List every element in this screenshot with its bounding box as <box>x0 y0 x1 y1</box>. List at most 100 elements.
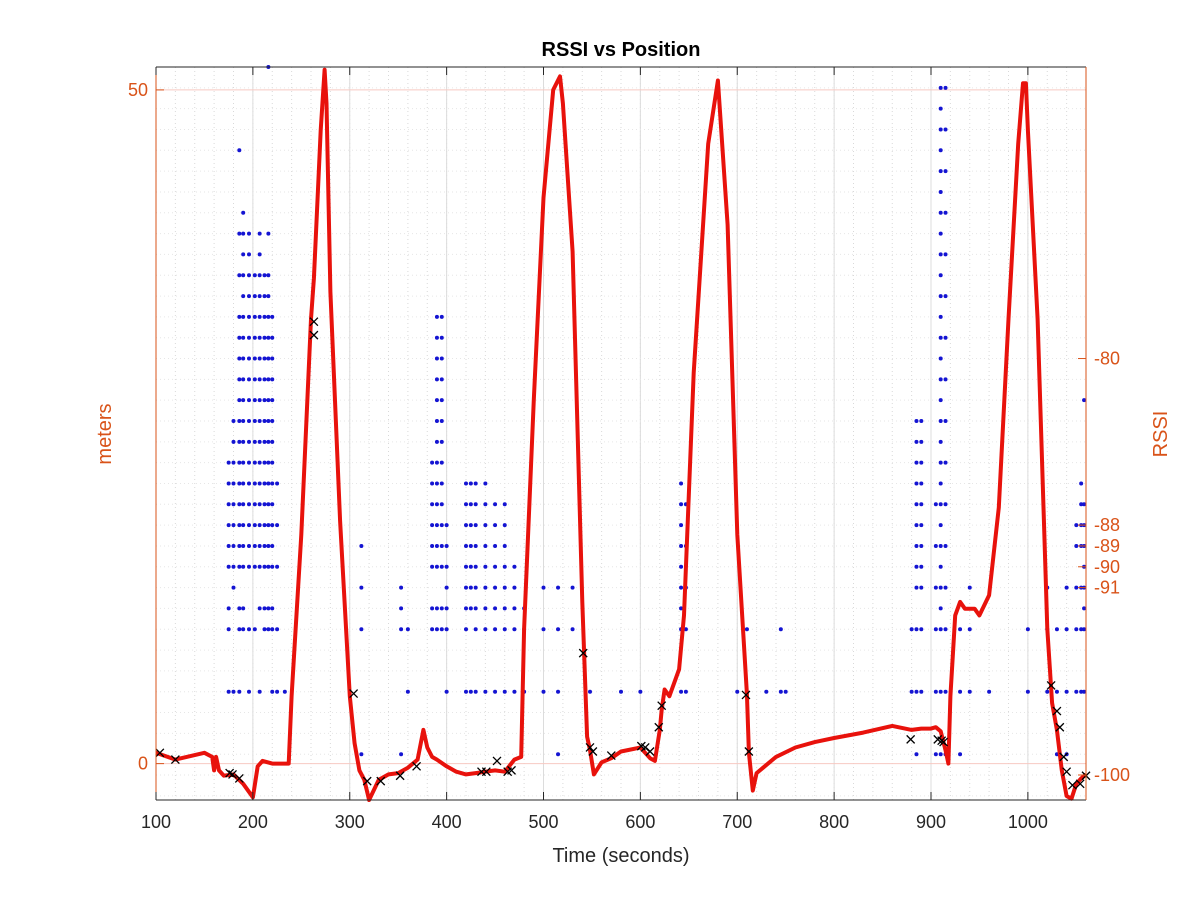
rssi-point <box>914 460 919 465</box>
rssi-point <box>359 585 364 590</box>
rssi-point <box>938 543 943 548</box>
rssi-point <box>919 543 924 548</box>
rssi-point <box>237 543 242 548</box>
rssi-point <box>933 689 938 694</box>
rssi-point <box>493 606 498 611</box>
rssi-point <box>262 460 267 465</box>
rssi-point <box>231 585 236 590</box>
rssi-point <box>943 502 948 507</box>
rssi-point <box>226 689 231 694</box>
rssi-point <box>958 752 963 757</box>
rssi-point <box>270 502 275 507</box>
rssi-point <box>502 689 507 694</box>
rssi-point <box>237 481 242 486</box>
rssi-point <box>434 377 439 382</box>
rssi-point <box>556 627 561 632</box>
rssi-point <box>252 627 257 632</box>
rssi-point <box>938 356 943 361</box>
rssi-point <box>1082 689 1087 694</box>
rssi-point <box>464 689 468 694</box>
rssi-point <box>439 627 444 632</box>
rssi-point <box>430 606 435 611</box>
rssi-point <box>252 273 257 278</box>
rssi-point <box>237 231 242 236</box>
rssi-point <box>473 481 478 486</box>
marker-point <box>481 767 491 777</box>
rssi-point <box>241 523 246 528</box>
rssi-point <box>257 273 262 278</box>
rssi-point <box>434 564 439 569</box>
rssi-point <box>226 481 231 486</box>
rssi-point <box>938 564 943 569</box>
rssi-point <box>430 502 435 507</box>
rssi-point <box>226 627 231 632</box>
rssi-point <box>468 564 473 569</box>
rssi-point <box>468 523 473 528</box>
rssi-point <box>439 356 444 361</box>
x-tick-label: 100 <box>141 812 171 832</box>
rssi-point <box>252 439 257 444</box>
rssi-point <box>933 585 938 590</box>
rssi-point <box>464 543 468 548</box>
rssi-point <box>270 627 275 632</box>
rssi-point <box>439 564 444 569</box>
rssi-point <box>943 210 948 215</box>
rssi-point <box>439 377 444 382</box>
position-line <box>155 67 1088 802</box>
rssi-point <box>938 231 943 236</box>
rssi-point <box>919 523 924 528</box>
rssi-point <box>914 543 919 548</box>
rssi-point <box>266 523 271 528</box>
marker-point <box>657 701 667 711</box>
rssi-point <box>943 85 948 90</box>
rssi-point <box>262 439 267 444</box>
rssi-point <box>266 398 271 403</box>
rssi-point <box>247 502 251 507</box>
rssi-point <box>430 564 435 569</box>
rssi-point <box>483 689 488 694</box>
rssi-point <box>938 502 943 507</box>
left-axis-label: meters <box>94 403 116 464</box>
rssi-point <box>468 543 473 548</box>
rssi-point <box>444 606 449 611</box>
rssi-point <box>434 606 439 611</box>
marker-point <box>412 761 422 771</box>
marker-points <box>155 317 1091 790</box>
right-tick-label: -100 <box>1094 765 1130 785</box>
rssi-point <box>247 252 251 257</box>
rssi-point <box>266 543 271 548</box>
marker-point <box>1059 752 1069 762</box>
rssi-point <box>262 543 267 548</box>
marker-point <box>585 742 595 752</box>
marker-point <box>234 773 244 783</box>
rssi-point <box>439 543 444 548</box>
rssi-point <box>1045 689 1050 694</box>
rssi-point <box>483 481 488 486</box>
marker-point <box>376 776 386 786</box>
rssi-point <box>237 398 242 403</box>
rssi-point <box>512 689 517 694</box>
rssi-point <box>262 606 267 611</box>
rssi-point <box>938 585 943 590</box>
x-tick-label: 400 <box>432 812 462 832</box>
rssi-point <box>252 481 257 486</box>
rssi-point <box>434 502 439 507</box>
rssi-point <box>399 585 404 590</box>
rssi-point <box>237 606 242 611</box>
rssi-point <box>257 543 262 548</box>
rssi-point <box>556 752 561 757</box>
rssi-point <box>237 627 242 632</box>
rssi-point <box>241 294 246 299</box>
left-tick-label: 0 <box>138 754 148 774</box>
rssi-point <box>247 460 251 465</box>
rssi-point <box>938 627 943 632</box>
rssi-point <box>483 543 488 548</box>
rssi-point <box>439 419 444 424</box>
rssi-point <box>439 523 444 528</box>
rssi-point <box>252 419 257 424</box>
rssi-point <box>226 502 231 507</box>
rssi-point <box>778 627 783 632</box>
rssi-point <box>241 210 246 215</box>
rssi-point <box>270 314 275 319</box>
